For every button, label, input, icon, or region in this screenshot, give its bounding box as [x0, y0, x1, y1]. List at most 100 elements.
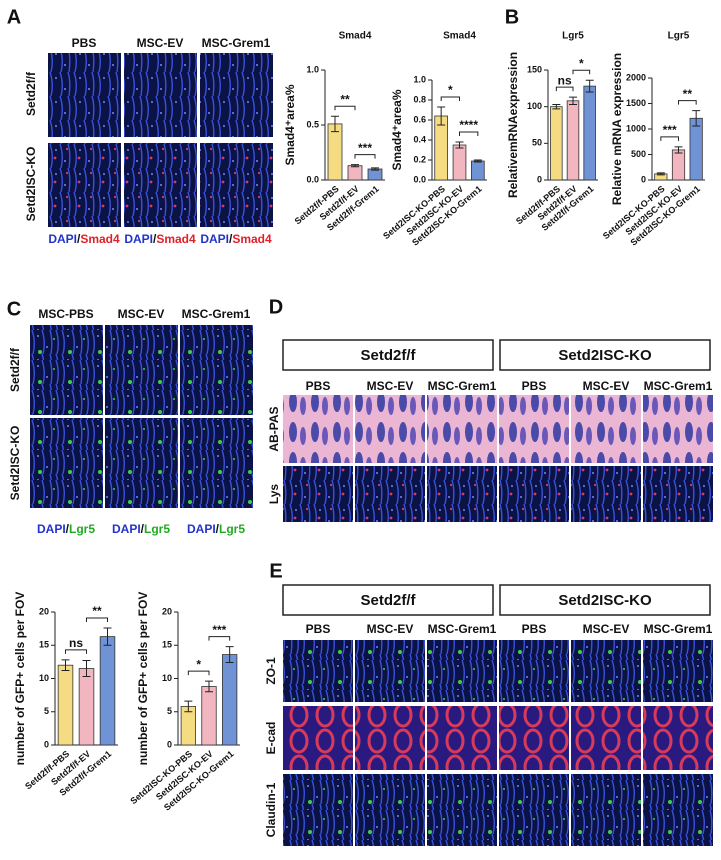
error-bar — [473, 159, 482, 163]
group-box — [499, 584, 711, 616]
micrograph — [499, 640, 569, 702]
error-bar — [552, 103, 561, 110]
y-tick-label: 20 — [39, 606, 49, 616]
stain-label: DAPI/Lgr5 — [112, 522, 170, 536]
y-tick-label: 15 — [162, 640, 172, 650]
bar — [367, 168, 383, 181]
stain-part: Lgr5 — [144, 522, 170, 536]
y-tick-label: 1.0 — [413, 74, 426, 84]
stain-part: / — [141, 522, 145, 536]
significance-label: ns — [69, 636, 83, 650]
micrograph — [283, 395, 353, 463]
significance-label: ** — [340, 92, 350, 106]
y-tick-label: 0.5 — [306, 119, 319, 129]
y-tick-label: 0.2 — [413, 154, 426, 164]
column-label: MSC-EV — [118, 307, 165, 321]
y-tick-label: 100 — [527, 101, 542, 111]
micrograph — [30, 325, 103, 415]
column-label: PBS — [522, 622, 547, 636]
error-bar — [331, 115, 339, 133]
significance-bracket — [187, 670, 210, 676]
column-label: MSC-EV — [367, 622, 414, 636]
micrograph — [571, 706, 641, 770]
stain-part: DAPI — [200, 232, 229, 246]
panel-letter: C — [7, 298, 21, 320]
micrograph — [105, 418, 178, 508]
error-bar — [569, 96, 577, 105]
error-bar — [184, 700, 193, 713]
micrograph — [427, 640, 497, 702]
y-tick-label: 0.6 — [413, 114, 426, 124]
micrograph — [571, 774, 641, 846]
error-bar — [585, 79, 594, 93]
panel-letter: B — [505, 6, 519, 28]
significance-bracket — [354, 154, 376, 159]
stain-part: DAPI — [37, 522, 66, 536]
panel-letter: A — [7, 6, 21, 28]
stain-label: DAPI/Smad4 — [124, 232, 196, 246]
stain-part: DAPI — [187, 522, 216, 536]
significance-bracket — [65, 649, 87, 654]
micrograph — [499, 774, 569, 846]
micrograph — [30, 418, 103, 508]
y-tick-label: 10 — [39, 673, 49, 683]
micrograph — [283, 640, 353, 702]
significance-bracket — [660, 136, 679, 141]
bar — [222, 654, 238, 746]
y-tick-label: 5 — [44, 706, 49, 716]
bar — [671, 149, 686, 181]
column-label: MSC-EV — [137, 36, 184, 50]
micrograph — [643, 640, 713, 702]
significance-label: ns — [558, 73, 572, 87]
y-tick-label: 500 — [631, 149, 646, 159]
micrograph — [643, 774, 713, 846]
column-label: MSC-PBS — [38, 307, 93, 321]
error-bar — [205, 680, 213, 693]
micrograph — [571, 395, 641, 463]
y-tick-label: 20 — [162, 606, 172, 616]
y-tick-label: 1000 — [626, 123, 646, 133]
significance-bracket — [86, 617, 108, 622]
micrograph — [499, 706, 569, 770]
group-label: Setd2ISC-KO — [558, 347, 652, 364]
error-bar — [61, 659, 70, 672]
micrograph — [283, 466, 353, 522]
micrograph — [355, 774, 425, 846]
stain-label: DAPI/Smad4 — [48, 232, 120, 246]
micrograph — [499, 395, 569, 463]
micrograph — [283, 706, 353, 770]
significance-bracket — [208, 636, 231, 641]
y-tick-label: 0 — [641, 174, 646, 184]
micrograph — [48, 53, 121, 137]
stain-part: DAPI — [124, 232, 153, 246]
stain-part: / — [77, 232, 81, 246]
error-bar — [455, 141, 464, 149]
y-tick-label: 0.8 — [413, 94, 426, 104]
significance-bracket — [459, 131, 479, 136]
column-label: MSC-Grem1 — [428, 622, 497, 636]
row-label: E-cad — [264, 722, 278, 755]
micrograph — [571, 640, 641, 702]
bar — [327, 123, 343, 181]
column-label: PBS — [306, 379, 331, 393]
group-box — [499, 339, 711, 371]
chart-title: Smad4 — [443, 31, 476, 42]
y-axis-label: number of GFP+ cells per FOV — [136, 592, 150, 766]
y-tick-label: 15 — [39, 640, 49, 650]
row-label: Setd2f/f — [8, 347, 22, 392]
error-bar — [82, 660, 91, 678]
bar — [347, 165, 363, 181]
group-label: Setd2ISC-KO — [558, 592, 652, 609]
stain-part: Smad4 — [232, 232, 272, 246]
bar — [689, 117, 703, 181]
y-tick-label: 0 — [44, 739, 49, 749]
bar — [201, 686, 217, 746]
column-label: MSC-EV — [367, 379, 414, 393]
group-label: Setd2f/f — [360, 347, 416, 364]
error-bar — [371, 167, 379, 171]
column-label: MSC-Grem1 — [202, 36, 271, 50]
stain-part: Smad4 — [80, 232, 120, 246]
micrograph — [283, 774, 353, 846]
significance-label: ** — [683, 87, 693, 101]
y-tick-label: 1.0 — [306, 64, 319, 74]
